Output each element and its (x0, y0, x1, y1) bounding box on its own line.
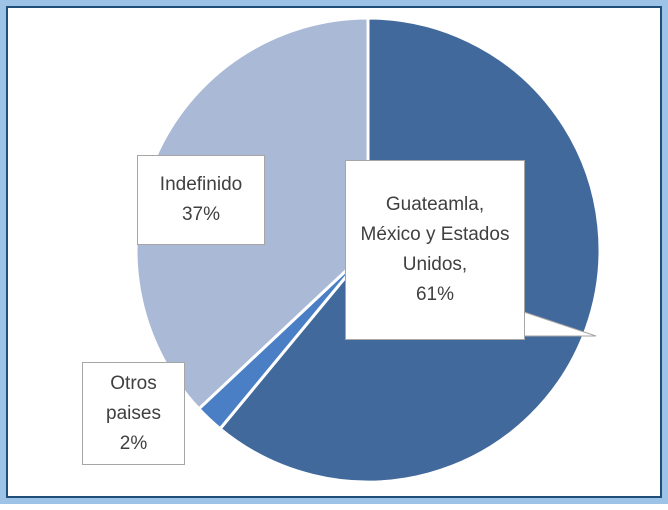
label-value: 2% (119, 432, 148, 454)
label-value: 37% (181, 204, 221, 225)
label-category: Otros paises (106, 372, 161, 424)
label-value: 61% (415, 284, 455, 305)
label-category: Indefinido (159, 174, 243, 195)
data-label: Indefinido 37% (137, 155, 265, 245)
label-category: Guateamla, México y Estados Unidos, (360, 194, 510, 275)
data-label: Guateamla, México y Estados Unidos, 61% (345, 160, 525, 340)
data-label: Otros paises 2% (82, 362, 185, 465)
